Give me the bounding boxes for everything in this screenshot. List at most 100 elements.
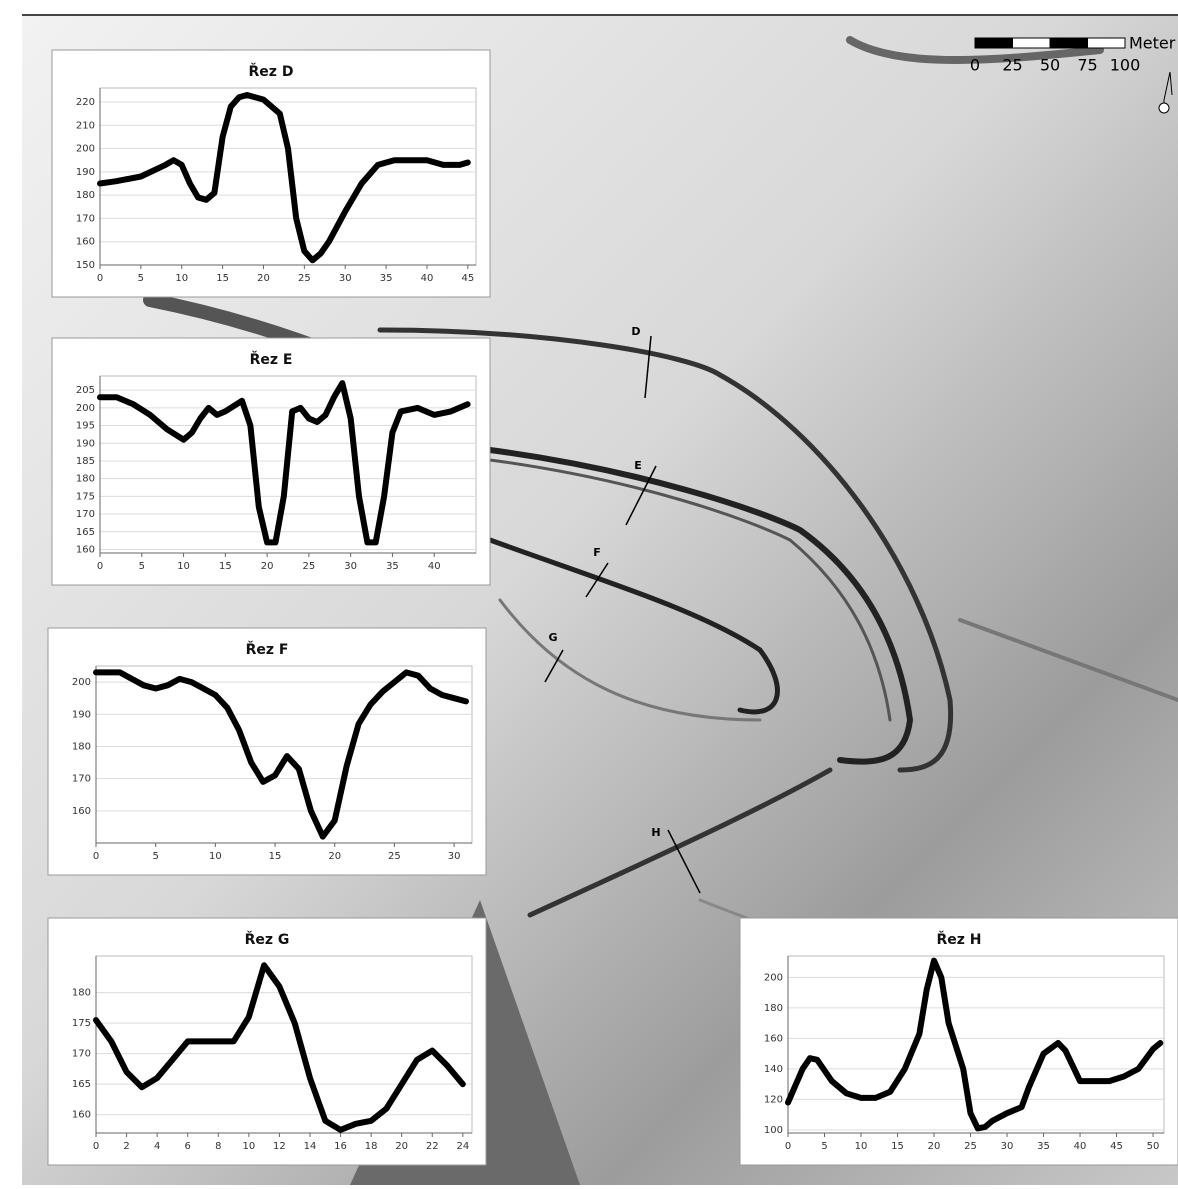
y-tick-label: 160 bbox=[76, 237, 95, 248]
chart-title: Řez D bbox=[249, 63, 294, 80]
x-tick-label: 5 bbox=[152, 851, 158, 862]
y-tick-label: 180 bbox=[76, 190, 95, 201]
y-tick-label: 190 bbox=[76, 438, 95, 449]
x-tick-label: 50 bbox=[1147, 1141, 1160, 1152]
y-tick-label: 195 bbox=[76, 421, 95, 432]
section-label: H bbox=[651, 826, 660, 839]
x-tick-label: 10 bbox=[209, 851, 222, 862]
chart-title: Řez E bbox=[250, 351, 293, 368]
chart-panel: Řez H10012014016018020005101520253035404… bbox=[740, 918, 1178, 1165]
chart-title: Řez F bbox=[246, 641, 289, 658]
x-tick-label: 8 bbox=[215, 1141, 221, 1152]
north-arrow-circle bbox=[1159, 103, 1169, 113]
y-tick-label: 180 bbox=[72, 988, 91, 999]
scale-segment bbox=[1088, 38, 1126, 48]
chart-title: Řez H bbox=[936, 931, 981, 948]
y-tick-label: 190 bbox=[72, 709, 91, 720]
x-tick-label: 5 bbox=[138, 273, 144, 284]
scale-label: 75 bbox=[1077, 56, 1097, 75]
y-tick-label: 200 bbox=[76, 403, 95, 414]
y-tick-label: 160 bbox=[72, 1110, 91, 1121]
x-tick-label: 0 bbox=[785, 1141, 791, 1152]
scale-label: 50 bbox=[1040, 56, 1060, 75]
scale-segment bbox=[975, 38, 1013, 48]
x-tick-label: 40 bbox=[428, 561, 441, 572]
x-tick-label: 4 bbox=[154, 1141, 160, 1152]
x-tick-label: 0 bbox=[97, 273, 103, 284]
y-tick-label: 170 bbox=[76, 213, 95, 224]
y-tick-label: 170 bbox=[72, 774, 91, 785]
x-tick-label: 30 bbox=[344, 561, 357, 572]
x-tick-label: 20 bbox=[257, 273, 270, 284]
y-tick-label: 180 bbox=[72, 741, 91, 752]
x-tick-label: 18 bbox=[365, 1141, 378, 1152]
section-label: E bbox=[634, 459, 642, 472]
x-tick-label: 40 bbox=[1074, 1141, 1087, 1152]
y-tick-label: 170 bbox=[72, 1049, 91, 1060]
x-tick-label: 2 bbox=[123, 1141, 129, 1152]
section-label: F bbox=[593, 546, 601, 559]
x-tick-label: 22 bbox=[426, 1141, 439, 1152]
section-label: D bbox=[631, 325, 640, 338]
y-tick-label: 200 bbox=[764, 972, 783, 983]
y-tick-label: 165 bbox=[76, 527, 95, 538]
x-tick-label: 20 bbox=[261, 561, 274, 572]
section-label: G bbox=[548, 631, 557, 644]
x-tick-label: 25 bbox=[303, 561, 316, 572]
x-tick-label: 35 bbox=[1037, 1141, 1050, 1152]
y-tick-label: 160 bbox=[76, 544, 95, 555]
x-tick-label: 0 bbox=[93, 1141, 99, 1152]
y-tick-label: 160 bbox=[764, 1033, 783, 1044]
y-tick-label: 190 bbox=[76, 167, 95, 178]
x-tick-label: 15 bbox=[216, 273, 229, 284]
y-tick-label: 140 bbox=[764, 1064, 783, 1075]
y-tick-label: 165 bbox=[72, 1079, 91, 1090]
scale-segment bbox=[1013, 38, 1051, 48]
y-tick-label: 200 bbox=[72, 677, 91, 688]
y-tick-label: 175 bbox=[76, 491, 95, 502]
x-tick-label: 14 bbox=[304, 1141, 317, 1152]
y-tick-label: 120 bbox=[764, 1094, 783, 1105]
y-tick-label: 200 bbox=[76, 144, 95, 155]
y-tick-label: 220 bbox=[76, 97, 95, 108]
chart-title: Řez G bbox=[245, 931, 290, 948]
x-tick-label: 30 bbox=[339, 273, 352, 284]
x-tick-label: 25 bbox=[298, 273, 311, 284]
scale-label: 25 bbox=[1002, 56, 1022, 75]
scale-label: 100 bbox=[1110, 56, 1141, 75]
scale-segment bbox=[1050, 38, 1088, 48]
y-tick-label: 160 bbox=[72, 806, 91, 817]
x-tick-label: 15 bbox=[219, 561, 232, 572]
plot-area bbox=[96, 666, 472, 843]
x-tick-label: 6 bbox=[185, 1141, 191, 1152]
x-tick-label: 5 bbox=[821, 1141, 827, 1152]
x-tick-label: 40 bbox=[421, 273, 434, 284]
x-tick-label: 10 bbox=[177, 561, 190, 572]
x-tick-label: 25 bbox=[388, 851, 401, 862]
x-tick-label: 25 bbox=[964, 1141, 977, 1152]
x-tick-label: 10 bbox=[855, 1141, 868, 1152]
x-tick-label: 0 bbox=[97, 561, 103, 572]
plot-area bbox=[96, 956, 472, 1133]
x-tick-label: 35 bbox=[380, 273, 393, 284]
x-tick-label: 15 bbox=[269, 851, 282, 862]
x-tick-label: 45 bbox=[461, 273, 474, 284]
y-tick-label: 180 bbox=[76, 474, 95, 485]
y-tick-label: 210 bbox=[76, 120, 95, 131]
plot-area bbox=[788, 956, 1164, 1133]
x-tick-label: 20 bbox=[395, 1141, 408, 1152]
y-tick-label: 205 bbox=[76, 385, 95, 396]
x-tick-label: 15 bbox=[891, 1141, 904, 1152]
x-tick-label: 20 bbox=[928, 1141, 941, 1152]
x-tick-label: 0 bbox=[93, 851, 99, 862]
y-tick-label: 170 bbox=[76, 509, 95, 520]
y-tick-label: 150 bbox=[76, 260, 95, 271]
x-tick-label: 12 bbox=[273, 1141, 286, 1152]
x-tick-label: 24 bbox=[456, 1141, 469, 1152]
y-tick-label: 175 bbox=[72, 1018, 91, 1029]
scale-label: 0 bbox=[970, 56, 980, 75]
